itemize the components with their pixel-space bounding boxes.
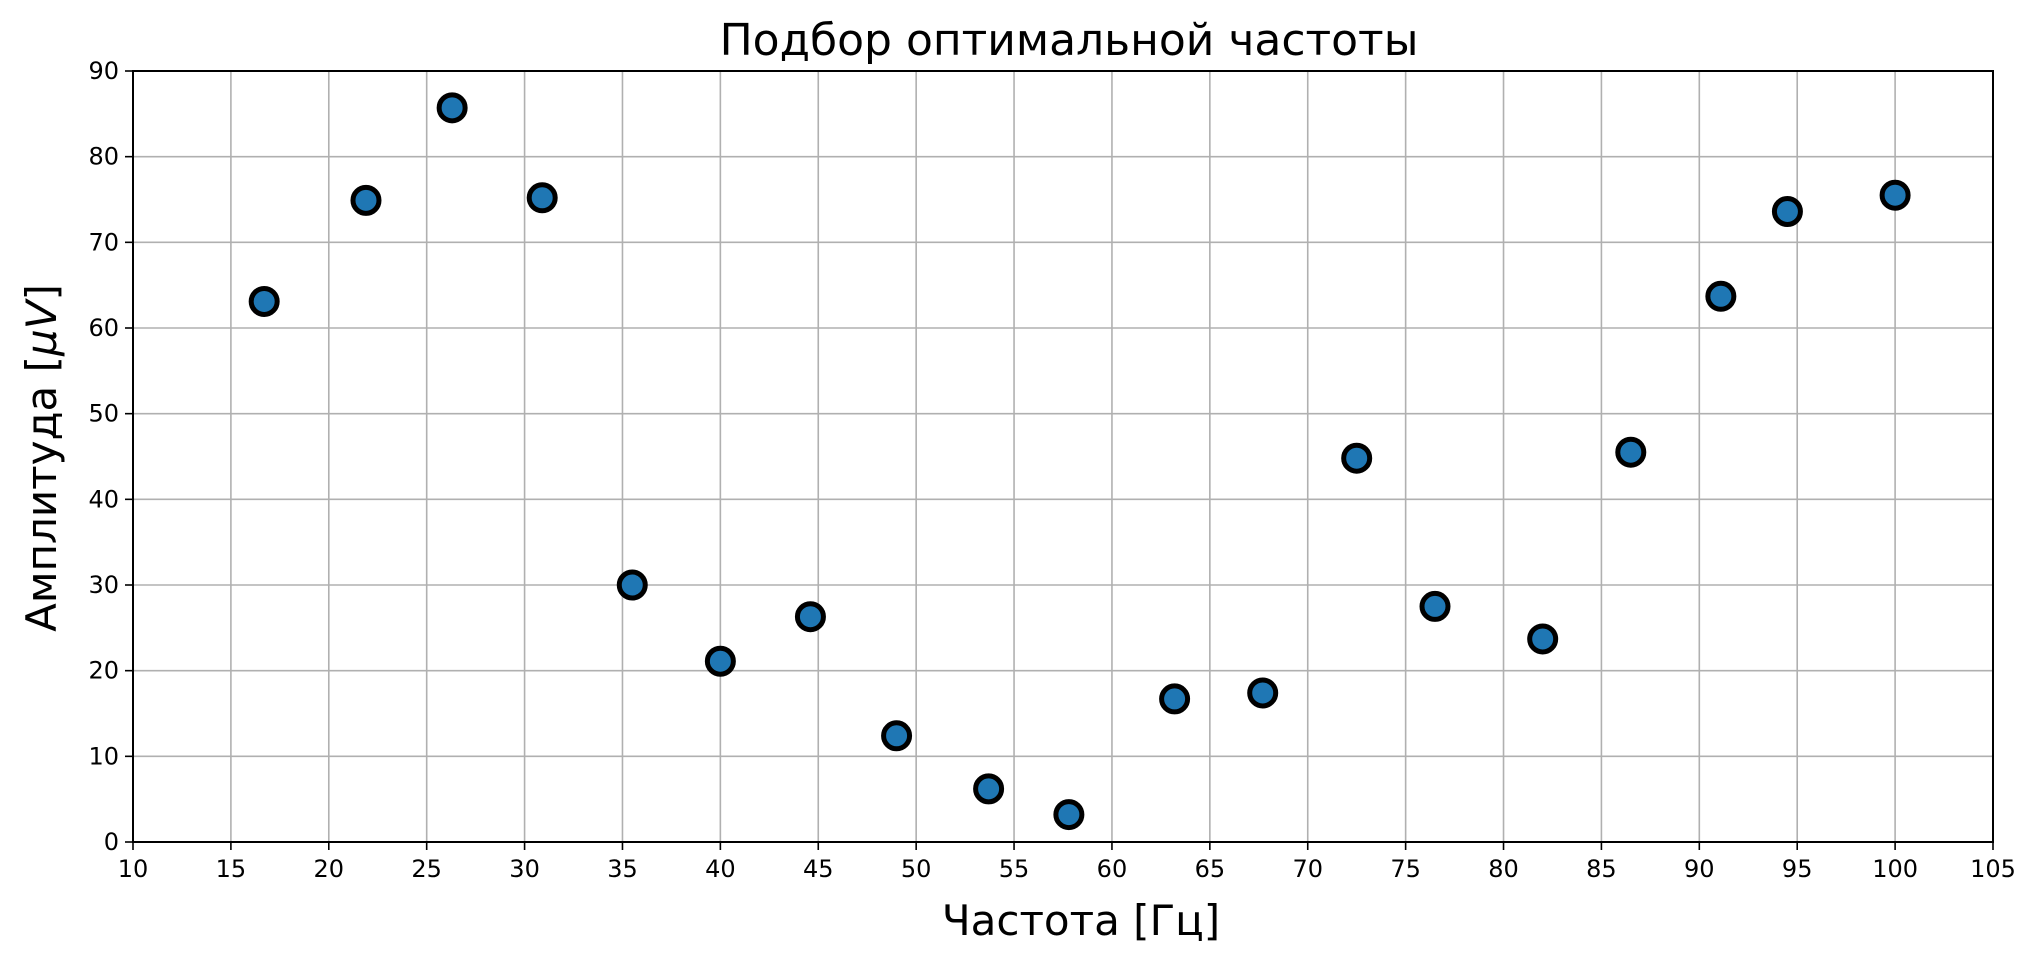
data-point <box>436 92 468 124</box>
data-point <box>794 601 826 633</box>
y-axis-label-prefix: Амплитуда [ <box>17 356 66 632</box>
y-axis-label-unit: μV <box>17 297 66 357</box>
x-tick-label: 90 <box>1684 855 1715 883</box>
data-point <box>1615 436 1647 468</box>
plot-frame <box>132 70 1994 843</box>
x-tick-label: 100 <box>1872 855 1918 883</box>
x-tick-label: 55 <box>999 855 1030 883</box>
data-point <box>248 285 280 317</box>
data-point <box>1341 442 1373 474</box>
x-tick-label: 15 <box>216 855 247 883</box>
x-tick-label: 85 <box>1586 855 1617 883</box>
data-point <box>1053 799 1085 831</box>
data-point <box>350 184 382 216</box>
x-tick-label: 95 <box>1782 855 1813 883</box>
data-point <box>1771 195 1803 227</box>
x-tick-label: 75 <box>1390 855 1421 883</box>
x-tick-label: 40 <box>705 855 736 883</box>
data-point <box>1879 179 1911 211</box>
y-tick-label: 60 <box>88 314 119 342</box>
y-tick-label: 30 <box>88 571 119 599</box>
y-axis-label: Амплитуда [μV] <box>17 284 66 632</box>
x-tick-label: 30 <box>509 855 540 883</box>
data-point <box>616 569 648 601</box>
y-tick-label: 50 <box>88 400 119 428</box>
data-point <box>1247 677 1279 709</box>
x-tick-label: 65 <box>1195 855 1226 883</box>
x-tick-label: 35 <box>607 855 638 883</box>
y-tick-label: 40 <box>88 485 119 513</box>
data-point <box>1419 590 1451 622</box>
x-tick-label: 45 <box>803 855 834 883</box>
data-point <box>881 720 913 752</box>
data-point <box>973 773 1005 805</box>
data-point <box>526 182 558 214</box>
x-tick-label: 60 <box>1097 855 1128 883</box>
data-point <box>704 645 736 677</box>
grid <box>132 70 1994 843</box>
data-points <box>248 92 1911 831</box>
axis-ticks: 10 15 20 25 30 35 40 45 50 55 60 65 70 75 80 85 90 95 100 1… <box>88 57 2015 883</box>
x-tick-label: 50 <box>901 855 932 883</box>
y-tick-label: 80 <box>88 143 119 171</box>
y-tick-label: 10 <box>88 742 119 770</box>
x-tick-label: 80 <box>1488 855 1519 883</box>
x-axis-label: Частота [Гц] <box>942 896 1220 945</box>
y-tick-label: 70 <box>88 228 119 256</box>
data-point <box>1527 623 1559 655</box>
data-point <box>1159 683 1191 715</box>
x-tick-label: 20 <box>314 855 345 883</box>
y-axis-label-suffix: ] <box>17 284 66 300</box>
y-tick-label: 0 <box>104 828 119 856</box>
y-tick-label: 90 <box>88 57 119 85</box>
x-tick-label: 70 <box>1292 855 1323 883</box>
x-tick-label: 105 <box>1970 855 2016 883</box>
y-tick-label: 20 <box>88 657 119 685</box>
chart-title: Подбор оптимальной частоты <box>720 15 1419 66</box>
x-tick-label: 10 <box>118 855 149 883</box>
x-tick-label: 25 <box>411 855 442 883</box>
data-point <box>1705 280 1737 312</box>
